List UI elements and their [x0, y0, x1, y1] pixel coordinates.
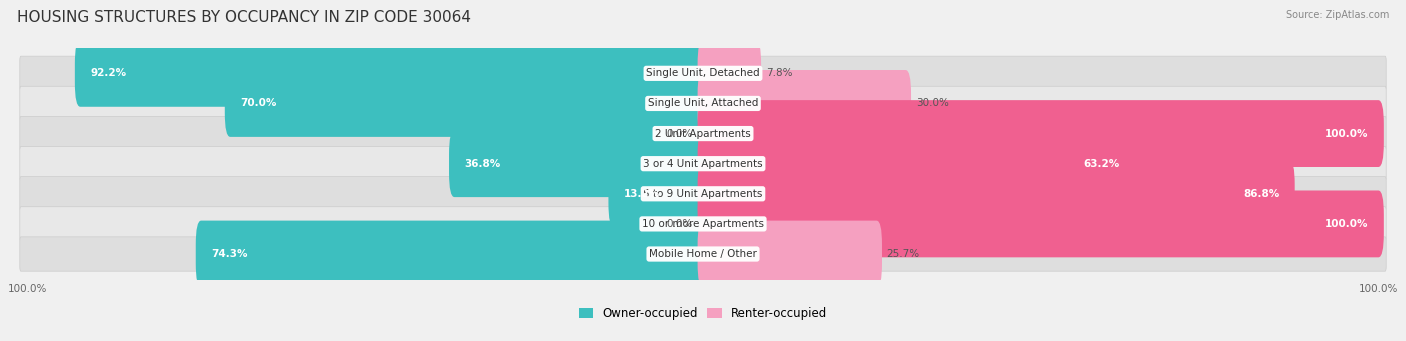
FancyBboxPatch shape — [20, 56, 1386, 90]
FancyBboxPatch shape — [697, 221, 882, 287]
FancyBboxPatch shape — [75, 40, 709, 107]
Text: 25.7%: 25.7% — [887, 249, 920, 259]
Text: Single Unit, Detached: Single Unit, Detached — [647, 68, 759, 78]
Text: 10 or more Apartments: 10 or more Apartments — [643, 219, 763, 229]
Text: 63.2%: 63.2% — [1084, 159, 1119, 169]
Text: Single Unit, Attached: Single Unit, Attached — [648, 99, 758, 108]
FancyBboxPatch shape — [609, 160, 709, 227]
FancyBboxPatch shape — [697, 100, 1384, 167]
FancyBboxPatch shape — [20, 116, 1386, 151]
Text: 100.0%: 100.0% — [1324, 219, 1368, 229]
Text: 0.0%: 0.0% — [666, 129, 693, 138]
FancyBboxPatch shape — [20, 86, 1386, 121]
FancyBboxPatch shape — [195, 221, 709, 287]
Text: 86.8%: 86.8% — [1243, 189, 1279, 199]
Text: 36.8%: 36.8% — [464, 159, 501, 169]
Text: 100.0%: 100.0% — [1324, 129, 1368, 138]
FancyBboxPatch shape — [20, 147, 1386, 181]
Text: 5 to 9 Unit Apartments: 5 to 9 Unit Apartments — [644, 189, 762, 199]
FancyBboxPatch shape — [20, 207, 1386, 241]
Text: 3 or 4 Unit Apartments: 3 or 4 Unit Apartments — [643, 159, 763, 169]
Text: 70.0%: 70.0% — [240, 99, 277, 108]
Text: HOUSING STRUCTURES BY OCCUPANCY IN ZIP CODE 30064: HOUSING STRUCTURES BY OCCUPANCY IN ZIP C… — [17, 10, 471, 25]
Text: 2 Unit Apartments: 2 Unit Apartments — [655, 129, 751, 138]
FancyBboxPatch shape — [697, 191, 1384, 257]
FancyBboxPatch shape — [697, 130, 1135, 197]
FancyBboxPatch shape — [697, 40, 761, 107]
FancyBboxPatch shape — [697, 160, 1295, 227]
Text: 92.2%: 92.2% — [90, 68, 127, 78]
Text: 13.2%: 13.2% — [624, 189, 661, 199]
Legend: Owner-occupied, Renter-occupied: Owner-occupied, Renter-occupied — [574, 302, 832, 325]
Text: 30.0%: 30.0% — [915, 99, 949, 108]
Text: 74.3%: 74.3% — [211, 249, 247, 259]
FancyBboxPatch shape — [697, 70, 911, 137]
FancyBboxPatch shape — [225, 70, 709, 137]
FancyBboxPatch shape — [20, 177, 1386, 211]
FancyBboxPatch shape — [20, 237, 1386, 271]
Text: Mobile Home / Other: Mobile Home / Other — [650, 249, 756, 259]
Text: 7.8%: 7.8% — [766, 68, 793, 78]
Text: 0.0%: 0.0% — [666, 219, 693, 229]
Text: Source: ZipAtlas.com: Source: ZipAtlas.com — [1285, 10, 1389, 20]
FancyBboxPatch shape — [449, 130, 709, 197]
